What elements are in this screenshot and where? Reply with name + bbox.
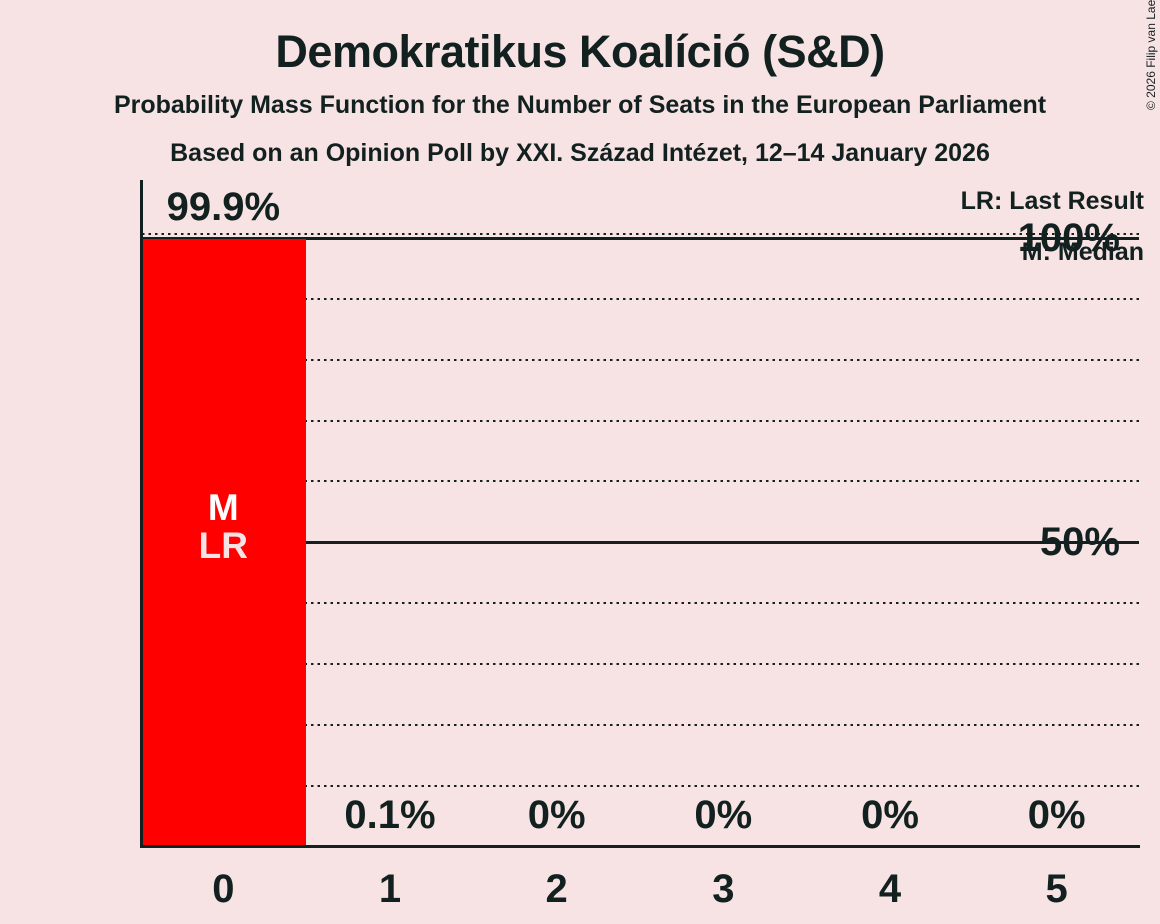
gridline-dotted-80 bbox=[142, 358, 1139, 361]
x-axis-label-4: 4 bbox=[878, 867, 902, 911]
gridline-solid-50 bbox=[142, 540, 1139, 544]
bar-annotation-median-lastresult: M LR bbox=[140, 489, 307, 565]
chart-source-line: Based on an Opinion Poll by XXI. Század … bbox=[170, 139, 990, 167]
bar-annotation-m: M bbox=[207, 487, 239, 528]
legend-last-result: LR: Last Result bbox=[960, 187, 1144, 215]
value-label-2: 0% bbox=[527, 793, 586, 837]
gridline-dotted-10 bbox=[142, 784, 1139, 787]
y-axis-label-50: 50% bbox=[1039, 520, 1120, 565]
value-label-3: 0% bbox=[694, 793, 753, 837]
gridline-dotted-40 bbox=[142, 602, 1139, 605]
x-axis-label-5: 5 bbox=[1045, 867, 1068, 911]
y-axis-label-100: 100% bbox=[1017, 216, 1120, 260]
gridline-dotted-100 bbox=[142, 233, 1139, 235]
chart-subtitle: Probability Mass Function for the Number… bbox=[113, 91, 1047, 119]
value-label-4: 0% bbox=[861, 793, 919, 837]
value-label-0: 99.9% bbox=[166, 184, 281, 229]
y-axis-line bbox=[140, 180, 143, 848]
x-axis-label-2: 2 bbox=[545, 867, 568, 911]
x-axis-label-3: 3 bbox=[712, 867, 735, 911]
value-label-1: 0.1% bbox=[344, 793, 436, 837]
chart-title: Demokratikus Koalíció (S&D) bbox=[275, 26, 885, 77]
value-label-5: 0% bbox=[1027, 793, 1086, 837]
gridline-dotted-60 bbox=[142, 480, 1139, 483]
gridline-solid-100 bbox=[142, 236, 1139, 240]
plot-area bbox=[140, 180, 1140, 848]
x-axis-label-0: 0 bbox=[212, 867, 235, 911]
x-axis-line bbox=[140, 845, 1140, 848]
x-axis-label-1: 1 bbox=[378, 867, 402, 911]
gridline-dotted-30 bbox=[142, 662, 1139, 665]
copyright-notice: © 2026 Filip van Laenen bbox=[1144, 0, 1158, 110]
gridline-dotted-90 bbox=[142, 297, 1139, 300]
gridline-dotted-20 bbox=[142, 723, 1139, 726]
legend-median: M: Median bbox=[1021, 238, 1144, 266]
bar-seats-0 bbox=[142, 239, 307, 846]
gridline-dotted-70 bbox=[142, 419, 1139, 422]
bar-annotation-lr: LR bbox=[198, 525, 248, 566]
